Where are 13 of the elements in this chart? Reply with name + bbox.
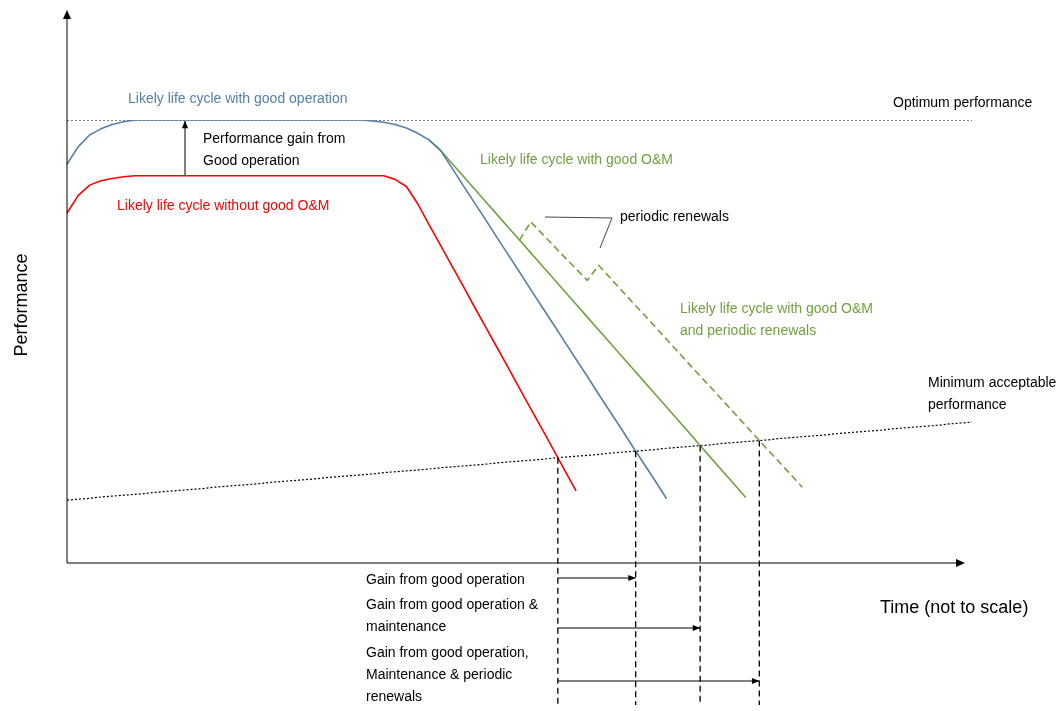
series-label: Optimum performance <box>893 93 1033 110</box>
annotation: periodic renewals <box>620 207 729 224</box>
series-label: Likely life cycle with good operation <box>128 89 348 106</box>
series-label: Likely life cycle with good O&M and periodic renewals <box>680 299 873 338</box>
series-label: Minimum acceptable performance <box>928 373 1057 412</box>
series-label: Likely life cycle with good O&M <box>480 150 673 167</box>
text: Gain from good operation <box>366 570 525 587</box>
x-axis-title: Time (not to scale) <box>880 596 1029 617</box>
series-label: Likely life cycle without good O&M <box>117 196 330 213</box>
text: Gain from good operation & maintenance <box>366 595 539 634</box>
y-axis-title: Performance <box>10 253 31 357</box>
text: Gain from good operation, Maintenance & periodic renewals <box>366 643 529 704</box>
annotation: Performance gain from Good operation <box>203 129 346 168</box>
